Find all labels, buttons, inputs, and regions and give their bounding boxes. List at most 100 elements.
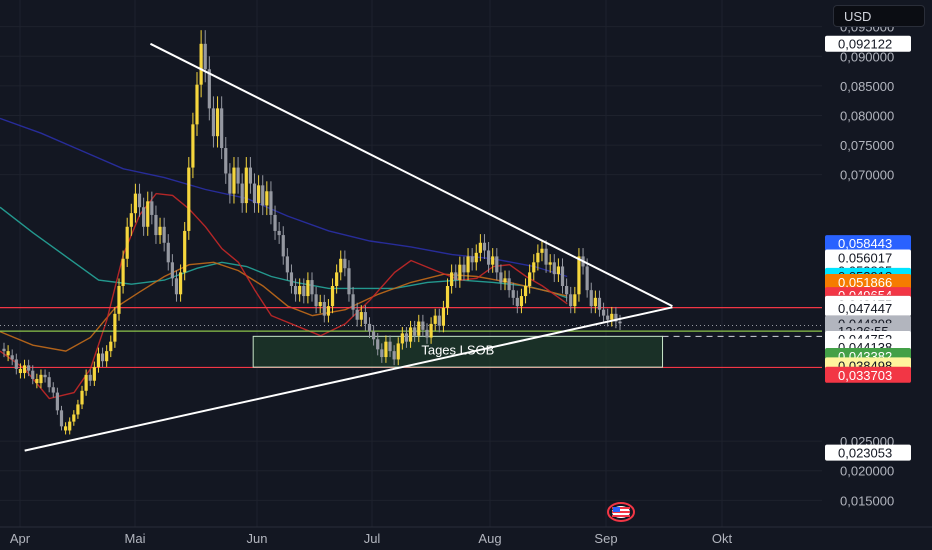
candle-body: [203, 43, 207, 70]
candle-body: [261, 185, 265, 206]
candle: [252, 173, 257, 213]
candle-body: [330, 286, 335, 307]
candle-body: [72, 414, 76, 422]
candle-body: [601, 309, 606, 316]
candle: [293, 278, 298, 302]
candle-body: [593, 297, 597, 307]
candle-body: [376, 339, 380, 350]
candle-body: [474, 252, 478, 263]
candle: [462, 256, 466, 281]
candle-body: [183, 230, 187, 273]
candle-body: [355, 309, 359, 320]
price-tag-label: 0,047447: [838, 301, 892, 316]
candle: [593, 290, 597, 314]
candle: [404, 326, 409, 348]
price-tag-label: 0,051866: [838, 275, 892, 290]
candle: [569, 286, 573, 314]
candle: [125, 217, 129, 268]
candle-body: [454, 272, 458, 281]
tages-lsob-zone[interactable]: [252, 335, 664, 368]
candle-body: [425, 329, 429, 338]
candle-body: [244, 167, 248, 204]
candle: [470, 248, 474, 271]
candle-body: [43, 374, 47, 378]
trendlines[interactable]: [24, 42, 673, 452]
candle: [511, 282, 515, 306]
price-tag-background: [825, 300, 911, 317]
candle-body: [240, 183, 244, 204]
candle-body: [466, 256, 470, 273]
candle-body: [158, 226, 162, 236]
x-tick-label: Sep: [594, 531, 617, 546]
candle: [372, 325, 376, 346]
candle: [380, 343, 384, 363]
candle: [343, 250, 347, 277]
candle-body: [125, 226, 129, 259]
candle-body: [220, 108, 224, 149]
candle-body: [281, 235, 285, 257]
time-axis[interactable]: Apr Mai Jun Jul Aug Sep Okt: [10, 531, 733, 546]
candle-body: [298, 286, 302, 295]
candle: [606, 308, 610, 327]
candle-body: [174, 278, 179, 295]
candle-body: [10, 355, 14, 360]
candle: [454, 264, 458, 288]
candle-body: [88, 374, 92, 381]
order-block-zone[interactable]: Tages LSOB: [252, 335, 664, 368]
candle: [425, 323, 429, 344]
candle: [515, 290, 519, 314]
candle: [548, 254, 552, 273]
candle-body: [236, 167, 240, 184]
candle-body: [100, 353, 105, 362]
x-tick-label: Jun: [247, 531, 268, 546]
currency-selector-button[interactable]: USD: [833, 5, 925, 27]
candle: [491, 248, 495, 273]
candle: [72, 410, 76, 426]
candle: [10, 349, 14, 366]
candle: [211, 96, 216, 148]
candle: [437, 308, 441, 333]
candle: [466, 248, 470, 281]
candle: [310, 272, 314, 302]
us-flag-icon[interactable]: [607, 502, 635, 522]
upper-trendline[interactable]: [149, 42, 673, 308]
candle: [2, 342, 6, 358]
candle: [351, 286, 355, 317]
candle-body: [404, 333, 409, 342]
candle: [22, 359, 27, 379]
candle: [495, 248, 499, 281]
candle-body: [109, 341, 113, 352]
candle-body: [314, 294, 318, 307]
candle-body: [117, 286, 121, 314]
candle: [68, 417, 72, 435]
candle: [55, 387, 59, 415]
candle: [154, 205, 158, 244]
candle-body: [486, 250, 491, 265]
candle-body: [343, 258, 347, 269]
candle: [109, 335, 113, 358]
price-tag: 0,047447: [825, 300, 911, 317]
candle: [215, 96, 220, 148]
price-tag: 0,051866: [825, 274, 911, 291]
candle-body: [429, 323, 433, 338]
candle: [384, 335, 388, 363]
candle-body: [384, 341, 388, 358]
lower-trendline[interactable]: [24, 306, 673, 452]
candle: [47, 371, 51, 393]
candle: [88, 369, 92, 386]
candle: [573, 286, 577, 314]
candle-body: [548, 262, 552, 265]
candle: [84, 369, 88, 396]
candle-body: [252, 183, 257, 204]
candle: [199, 30, 203, 98]
moving-average-line: [0, 117, 568, 278]
candle-body: [215, 108, 220, 137]
candle-body: [92, 367, 96, 381]
candle-body: [589, 290, 593, 307]
candle: [376, 333, 380, 356]
candle-body: [372, 331, 376, 340]
candle-body: [503, 278, 507, 283]
candle: [585, 258, 589, 298]
candle: [400, 326, 404, 350]
